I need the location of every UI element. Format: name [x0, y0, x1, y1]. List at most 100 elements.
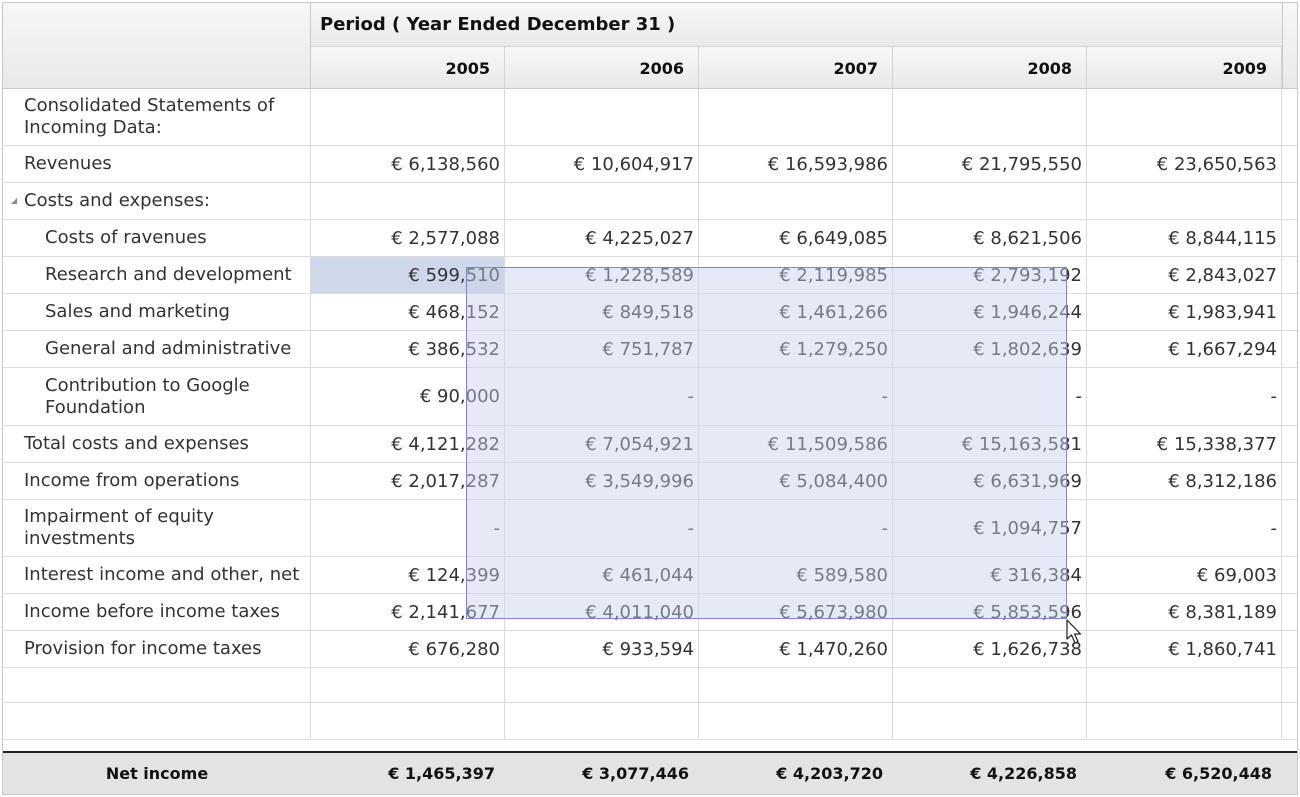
- table-row[interactable]: Consolidated Statements of Incoming Data…: [3, 89, 1297, 146]
- data-cell[interactable]: € 3,549,996: [505, 463, 699, 499]
- column-header-2009[interactable]: 2009: [1087, 47, 1282, 89]
- data-cell[interactable]: € 69,003: [1087, 557, 1282, 593]
- data-cell[interactable]: -: [699, 368, 893, 425]
- table-row[interactable]: Contribution to Google Foundation € 90,00…: [3, 368, 1297, 426]
- data-cell[interactable]: € 6,631,969: [893, 463, 1087, 499]
- data-cell[interactable]: € 7,054,921: [505, 426, 699, 462]
- data-cell[interactable]: [311, 89, 505, 145]
- data-cell[interactable]: € 1,802,639: [893, 331, 1087, 367]
- data-cell[interactable]: € 1,946,244: [893, 294, 1087, 330]
- table-row[interactable]: Total costs and expenses € 4,121,282 € 7,0…: [3, 426, 1297, 463]
- table-row[interactable]: Costs of ravenues € 2,577,088 € 4,225,027 €…: [3, 220, 1297, 257]
- data-cell[interactable]: € 6,138,560: [311, 146, 505, 182]
- data-cell[interactable]: € 11,509,586: [699, 426, 893, 462]
- data-cell[interactable]: € 2,119,985: [699, 257, 893, 293]
- data-cell[interactable]: -: [505, 500, 699, 556]
- data-cell[interactable]: € 1,983,941: [1087, 294, 1282, 330]
- row-label[interactable]: ◢ Costs and expenses:: [3, 183, 311, 219]
- data-cell[interactable]: € 2,141,677: [311, 594, 505, 630]
- data-cell[interactable]: € 6,649,085: [699, 220, 893, 256]
- empty-row: [3, 666, 1297, 703]
- data-cell[interactable]: € 10,604,917: [505, 146, 699, 182]
- data-cell[interactable]: € 461,044: [505, 557, 699, 593]
- data-cell[interactable]: € 4,011,040: [505, 594, 699, 630]
- data-cell[interactable]: -: [1087, 368, 1282, 425]
- row-label-text: Research and development: [45, 264, 292, 285]
- column-header-2008[interactable]: 2008: [893, 47, 1087, 89]
- table-row[interactable]: Research and development € 599,510 € 1,228…: [3, 257, 1297, 294]
- data-cell[interactable]: € 468,152: [311, 294, 505, 330]
- data-cell[interactable]: € 2,017,287: [311, 463, 505, 499]
- table-row[interactable]: Revenues € 6,138,560 € 10,604,917 € 16,593,…: [3, 146, 1297, 183]
- data-cell[interactable]: € 1,279,250: [699, 331, 893, 367]
- data-cell[interactable]: € 1,461,266: [699, 294, 893, 330]
- data-cell[interactable]: € 23,650,563: [1087, 146, 1282, 182]
- data-cell[interactable]: € 849,518: [505, 294, 699, 330]
- data-cell[interactable]: [311, 183, 505, 219]
- data-cell[interactable]: -: [505, 368, 699, 425]
- table-row[interactable]: Interest income and other, net € 124,399 €…: [3, 557, 1297, 594]
- data-cell[interactable]: € 1,094,757: [893, 500, 1087, 556]
- data-cell[interactable]: € 1,626,738: [893, 631, 1087, 667]
- data-cell[interactable]: [505, 89, 699, 145]
- data-cell[interactable]: € 8,381,189: [1087, 594, 1282, 630]
- data-cell[interactable]: -: [699, 500, 893, 556]
- row-label: Provision for income taxes: [3, 631, 311, 667]
- column-header-2006[interactable]: 2006: [505, 47, 699, 89]
- data-cell[interactable]: € 933,594: [505, 631, 699, 667]
- data-cell[interactable]: [893, 183, 1087, 219]
- data-cell[interactable]: € 5,084,400: [699, 463, 893, 499]
- data-cell[interactable]: € 16,593,986: [699, 146, 893, 182]
- data-cell[interactable]: € 8,312,186: [1087, 463, 1282, 499]
- data-cell[interactable]: € 751,787: [505, 331, 699, 367]
- table-row[interactable]: General and administrative € 386,532 € 751…: [3, 331, 1297, 368]
- table-row[interactable]: Impairment of equity investments - - - € 1,0…: [3, 500, 1297, 557]
- data-cell[interactable]: € 589,580: [699, 557, 893, 593]
- column-header-2005[interactable]: 2005: [311, 47, 505, 89]
- mouse-pointer-icon: [1066, 619, 1082, 644]
- data-cell: [699, 666, 893, 702]
- table-row[interactable]: Provision for income taxes € 676,280 € 933…: [3, 631, 1297, 668]
- column-header-2007[interactable]: 2007: [699, 47, 893, 89]
- row-label: Income before income taxes: [3, 594, 311, 630]
- data-cell[interactable]: [699, 183, 893, 219]
- data-cell[interactable]: € 5,673,980: [699, 594, 893, 630]
- data-cell[interactable]: € 316,384: [893, 557, 1087, 593]
- data-cell[interactable]: € 5,853,596: [893, 594, 1087, 630]
- data-cell[interactable]: € 21,795,550: [893, 146, 1087, 182]
- data-cell[interactable]: € 1,860,741: [1087, 631, 1282, 667]
- data-cell[interactable]: € 676,280: [311, 631, 505, 667]
- data-cell[interactable]: € 1,470,260: [699, 631, 893, 667]
- data-cell[interactable]: € 15,163,581: [893, 426, 1087, 462]
- data-cell[interactable]: € 15,338,377: [1087, 426, 1282, 462]
- collapse-arrow-icon[interactable]: ◢: [11, 196, 18, 205]
- data-cell[interactable]: € 1,228,589: [505, 257, 699, 293]
- table-row[interactable]: Sales and marketing € 468,152 € 849,518 € 1…: [3, 294, 1297, 331]
- data-cell[interactable]: [505, 183, 699, 219]
- data-cell[interactable]: € 124,399: [311, 557, 505, 593]
- data-cell[interactable]: € 2,577,088: [311, 220, 505, 256]
- data-cell[interactable]: [1087, 89, 1282, 145]
- data-cell[interactable]: € 4,121,282: [311, 426, 505, 462]
- data-cell[interactable]: [1087, 183, 1282, 219]
- data-cell[interactable]: € 8,844,115: [1087, 220, 1282, 256]
- column-group-header[interactable]: Period ( Year Ended December 31 ): [311, 3, 1282, 47]
- table-row[interactable]: Income from operations € 2,017,287 € 3,549…: [3, 463, 1297, 500]
- group-row[interactable]: ◢ Costs and expenses:: [3, 183, 1297, 220]
- data-cell[interactable]: € 1,667,294: [1087, 331, 1282, 367]
- data-cell[interactable]: € 386,532: [311, 331, 505, 367]
- row-label-text: Interest income and other, net: [24, 564, 300, 585]
- data-cell[interactable]: € 4,225,027: [505, 220, 699, 256]
- data-cell[interactable]: € 599,510: [311, 257, 505, 293]
- data-cell[interactable]: € 8,621,506: [893, 220, 1087, 256]
- table-row[interactable]: Income before income taxes € 2,141,677 € 4…: [3, 594, 1297, 631]
- data-cell[interactable]: € 2,793,192: [893, 257, 1087, 293]
- data-cell[interactable]: -: [311, 500, 505, 556]
- data-cell[interactable]: -: [1087, 500, 1282, 556]
- data-cell[interactable]: [893, 89, 1087, 145]
- data-cell[interactable]: [699, 89, 893, 145]
- data-cell[interactable]: € 90,000: [311, 368, 505, 425]
- data-cell[interactable]: -: [893, 368, 1087, 425]
- data-cell[interactable]: € 2,843,027: [1087, 257, 1282, 293]
